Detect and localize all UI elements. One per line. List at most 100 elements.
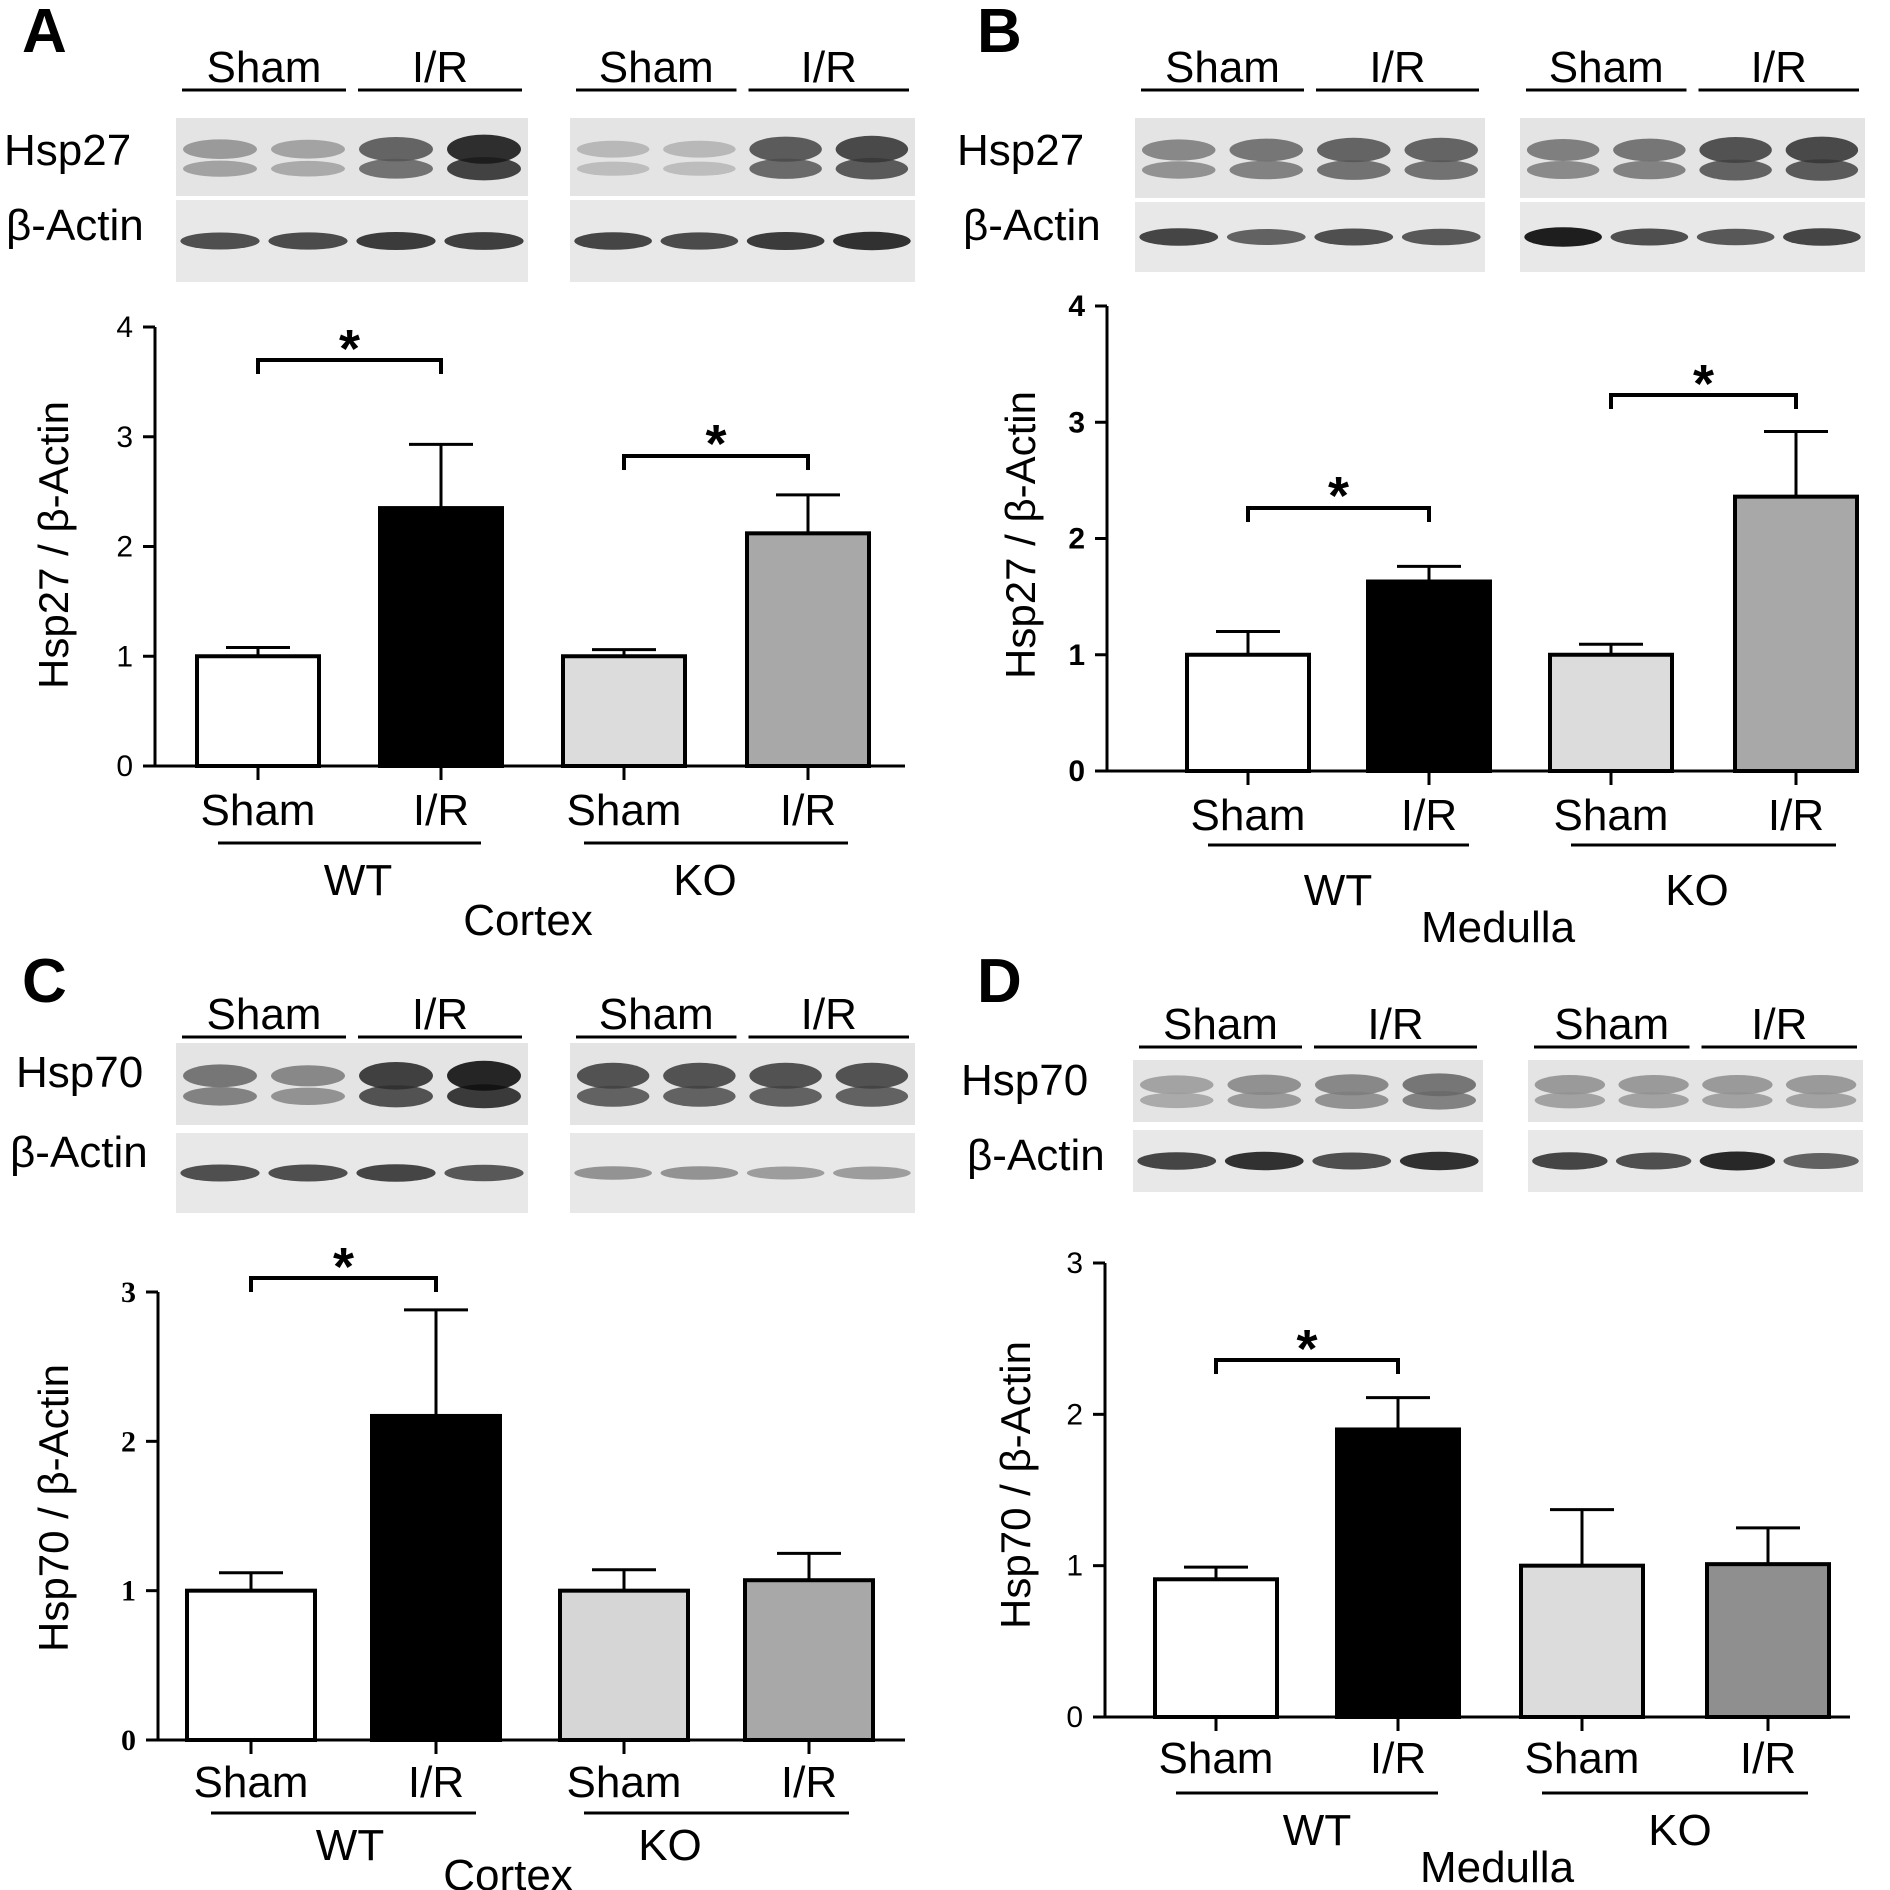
panel-a: A Sham I/R Sham I/R Hsp27 β-Actin 0 1 2 3 4 Hsp27 / … [0,0,945,945]
group-label: KO [1665,866,1729,915]
blot-lane-header: I/R [1751,1000,1807,1049]
blot-band [1224,1151,1304,1171]
group-label: WT [1304,866,1372,915]
blot-band [660,232,739,250]
blot-band [444,232,524,250]
blot-band [1314,228,1394,246]
panel-d-figure: D Sham I/R Sham I/R Hsp70 β-Actin 0 1 2 3 Hsp70 / β… [961,947,1863,1890]
region-label: Medulla [1421,903,1576,952]
significance-bracket [249,1276,438,1292]
y-tick-label: 3 [1068,406,1085,439]
blot-band [356,1164,436,1182]
blot-band [271,139,345,159]
blot-band [1140,1092,1214,1109]
significance-star: * [333,1237,354,1297]
blot-actin-label: β-Actin [10,1128,148,1177]
y-tick-label: 2 [116,531,133,564]
group-label: WT [324,856,392,905]
x-category-label: I/R [1370,1734,1426,1783]
blot-band [1615,1152,1692,1170]
y-axis-label: Hsp27 / β-Actin [30,401,77,689]
y-tick-label: 4 [1068,290,1085,323]
blot-band [1618,1092,1689,1109]
blot-band [1226,229,1306,245]
blot-band [576,1062,650,1089]
blot-band [1785,1075,1857,1095]
bar [743,1578,875,1742]
blot-target-label: Hsp70 [961,1056,1088,1105]
blot-band [749,136,822,162]
bar [195,654,321,768]
blot-target-label: Hsp27 [4,126,131,175]
blot-band [660,1166,739,1180]
blot-band [183,160,257,177]
x-category-label: Sham [567,786,682,835]
panel-letter: D [977,947,1022,1016]
panel-b: B Sham I/R Sham I/R Hsp27 β-Actin 0 1 2 3 4 Hsp27 / … [945,0,1890,952]
x-category-label: Sham [201,786,316,835]
blot-band [444,1164,524,1182]
blot-band [180,232,260,250]
significance-bracket [256,358,443,374]
panel-d: D Sham I/R Sham I/R Hsp70 β-Actin 0 1 2 3 Hsp70 / β… [945,945,1890,1890]
blot-band [1142,139,1216,161]
panel-letter: A [22,0,67,66]
blot-band [1404,137,1478,163]
blot-target-label: Hsp27 [957,126,1084,175]
x-category-label: Sham [194,1758,309,1807]
blot-band [1139,228,1219,246]
blot-band [576,161,650,176]
blot-band [1315,1091,1389,1109]
bar [378,506,504,768]
blot-band [1613,138,1686,162]
blot-band [574,232,652,250]
group-label: KO [1648,1806,1712,1855]
blot-band [1399,1151,1479,1171]
x-category-label: I/R [780,786,836,835]
blot-band [359,137,433,162]
blot-lane-header: Sham [1549,43,1664,92]
blot-band [835,1085,909,1107]
x-category-label: Sham [567,1758,682,1807]
blot-band [833,1166,911,1180]
blot-lane-header: I/R [412,43,468,92]
blot-band [663,1062,736,1089]
blot-band [1534,1075,1606,1095]
blot-lane-header: Sham [207,990,322,1039]
blot-band [1702,1092,1773,1109]
blot-band [1610,228,1689,246]
panel-c: C Sham I/R Sham I/R Hsp70 β-Actin 0 1 2 3 Hsp70 / β… [0,945,945,1890]
significance-bracket [1246,506,1431,522]
significance-star: * [705,414,726,474]
x-category-label: Sham [1191,791,1306,840]
x-category-label: I/R [781,1758,837,1807]
blot-band [576,140,650,158]
blot-lane-header: I/R [1751,43,1807,92]
blot-lane-header: Sham [1163,1000,1278,1049]
x-category-label: Sham [1525,1734,1640,1783]
blot-band [1699,1151,1776,1171]
blot-band [183,1064,257,1088]
blot-lane-header: Sham [1554,1000,1669,1049]
blot-band [447,134,521,164]
blot-band [835,1062,909,1089]
blot-actin-label: β-Actin [6,201,144,250]
region-label: Cortex [463,896,593,945]
blot-band [746,1166,825,1180]
bar [1335,1427,1461,1719]
blot-band [359,158,433,179]
blot-band [1312,1152,1392,1170]
blot-band [574,1166,652,1180]
x-category-label: Sham [1554,791,1669,840]
blot-band [183,1087,257,1106]
bar [558,1588,690,1743]
blot-band [746,232,825,250]
blot-band [447,157,521,181]
x-category-label: Sham [1159,1734,1274,1783]
y-tick-label: 0 [116,750,133,783]
y-tick-label: 0 [121,1724,136,1757]
blot-band [663,1085,736,1107]
blot-band [1526,139,1600,161]
blot-lane-header: Sham [599,43,714,92]
bar [1733,494,1859,773]
